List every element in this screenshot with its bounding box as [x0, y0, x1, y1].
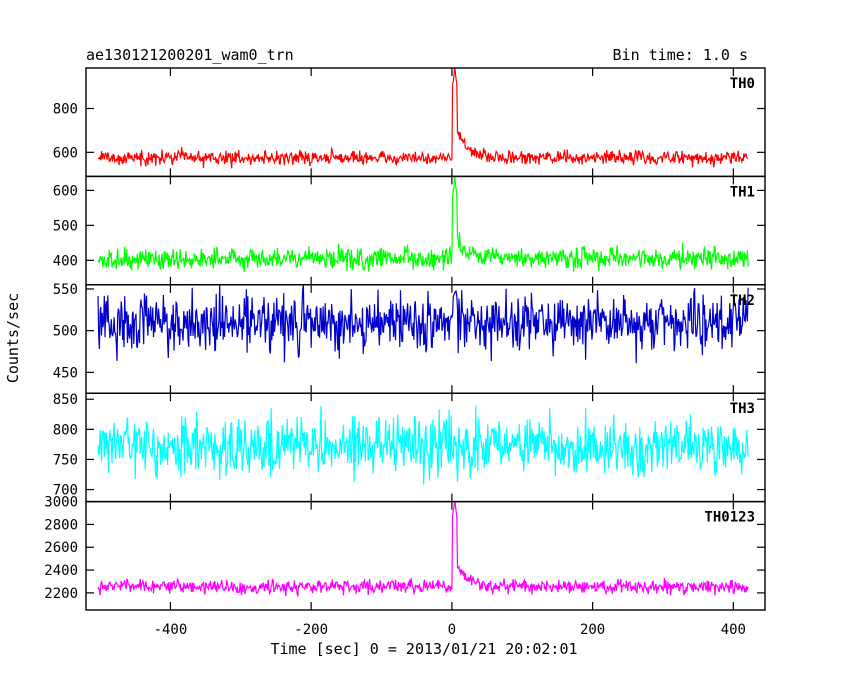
y-tick-label: 2400: [44, 563, 78, 579]
chart-title: ae130121200201_wam0_trn: [86, 46, 294, 64]
y-tick-label: 850: [53, 392, 78, 408]
y-tick-label: 700: [53, 483, 78, 499]
y-tick-label: 2600: [44, 540, 78, 556]
panel-frame: [85, 500, 766, 611]
channel-label-th0: TH0: [730, 76, 755, 92]
x-tick-label: 200: [580, 622, 605, 638]
channel-label-th0123: TH0123: [704, 510, 755, 526]
panel-th0123: 2200 2400 2600 2800 3000 TH0123: [44, 495, 766, 611]
x-tick-label: -400: [154, 622, 188, 638]
x-tick-label: 400: [721, 622, 746, 638]
x-tick-label: -200: [294, 622, 328, 638]
bin-time-label: Bin time: 1.0 s: [613, 46, 748, 64]
y-tick-label: 2200: [44, 586, 78, 602]
y-tick-label: 500: [53, 218, 78, 234]
channel-label-th3: TH3: [730, 401, 755, 417]
panel-th3: 700 750 800 850 TH3: [53, 392, 766, 503]
y-tick-label: 800: [53, 102, 78, 118]
series-line-th3: [97, 405, 749, 485]
y-axis-label: Counts/sec: [4, 293, 22, 383]
channel-label-th2: TH2: [730, 293, 755, 309]
series-line-th0123: [97, 501, 749, 597]
y-tick-label: 750: [53, 452, 78, 468]
series-line-th0: [97, 68, 749, 169]
x-tick-label: 0: [448, 622, 456, 638]
y-tick-label: 600: [53, 183, 78, 199]
series-line-th2: [97, 284, 749, 364]
y-tick-label: 550: [53, 282, 78, 298]
panel-th0: 600 800 TH0: [53, 67, 766, 178]
y-tick-label: 600: [53, 145, 78, 161]
y-tick-label: 2800: [44, 517, 78, 533]
panel-frame: [85, 175, 766, 286]
series-line-th1: [97, 176, 749, 273]
panel-th2: 450 500 550 TH2: [53, 282, 766, 394]
x-axis-label: Time [sec] 0 = 2013/01/21 20:02:01: [270, 640, 577, 658]
y-tick-label: 400: [53, 253, 78, 269]
y-tick-label: 500: [53, 324, 78, 340]
y-tick-label: 3000: [44, 495, 78, 511]
y-tick-label: 800: [53, 422, 78, 438]
channel-label-th1: TH1: [730, 184, 755, 200]
panel-th1: 400 500 600 TH1: [53, 175, 766, 286]
y-tick-label: 450: [53, 365, 78, 381]
x-axis-ticks: -400 -200 0 200 400: [154, 622, 746, 638]
panels: 600 800 TH0 400 500 600 TH1 450 500 550 TH2 700 750 8…: [44, 67, 766, 611]
